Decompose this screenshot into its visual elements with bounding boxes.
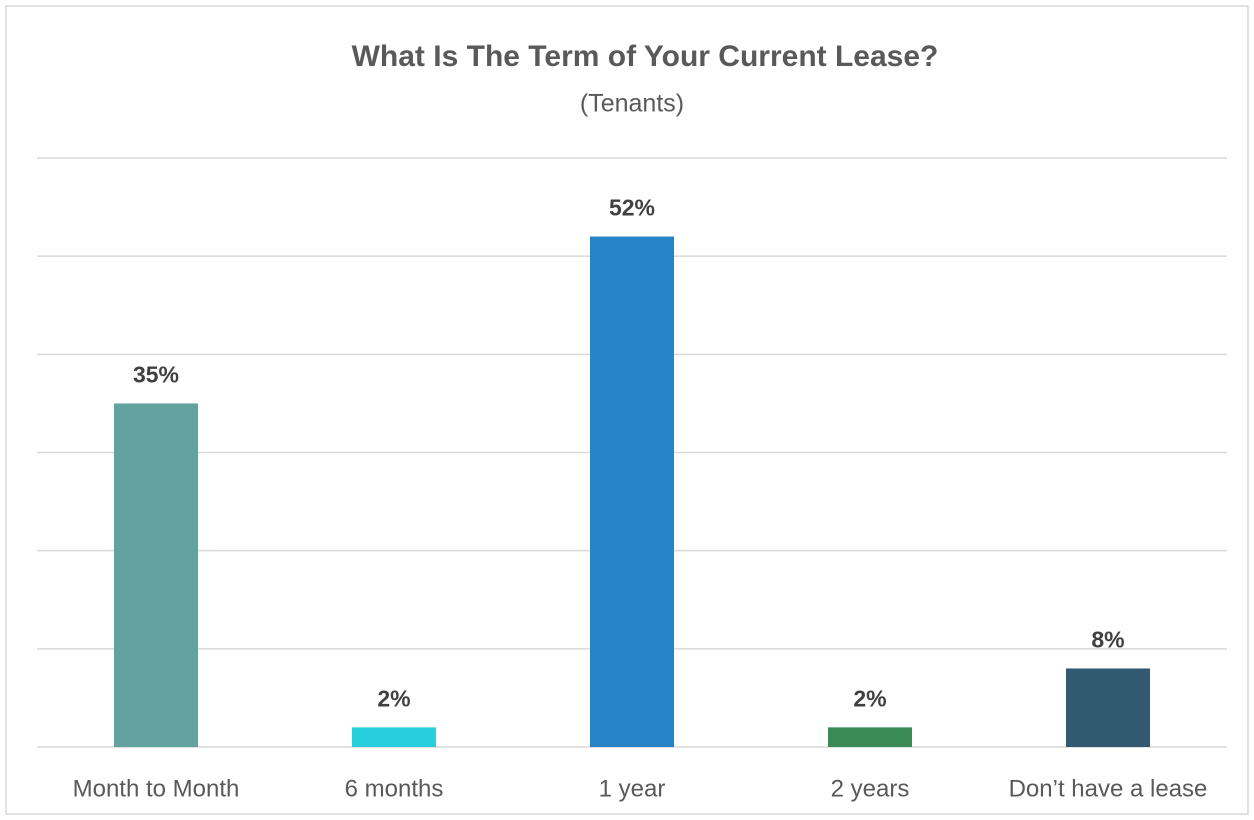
bar bbox=[352, 727, 436, 747]
chart-subtitle: (Tenants) bbox=[580, 90, 684, 118]
bar bbox=[590, 236, 674, 748]
bar bbox=[828, 727, 912, 747]
x-tick-label: 2 years bbox=[831, 775, 910, 802]
x-tick-label: 6 months bbox=[345, 775, 444, 802]
x-tick-label: Don’t have a lease bbox=[1009, 775, 1208, 802]
data-label: 35% bbox=[133, 361, 179, 387]
data-label: 52% bbox=[609, 195, 655, 221]
chart-title: What Is The Term of Your Current Lease? bbox=[352, 40, 939, 73]
bar bbox=[1066, 668, 1150, 747]
data-label: 2% bbox=[377, 685, 410, 711]
bar bbox=[114, 403, 198, 747]
data-label: 2% bbox=[853, 685, 886, 711]
data-label: 8% bbox=[1091, 627, 1124, 653]
x-tick-label: Month to Month bbox=[73, 775, 240, 802]
x-tick-label: 1 year bbox=[599, 775, 666, 802]
